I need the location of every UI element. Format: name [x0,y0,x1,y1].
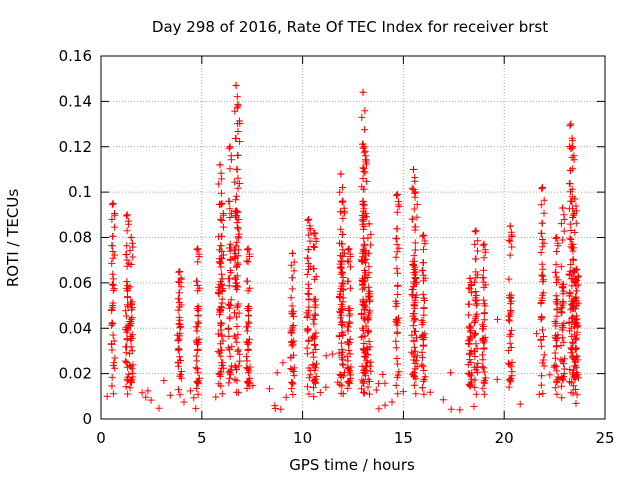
roti-peak-point [232,81,240,89]
x-tick-label: 5 [197,429,207,447]
roti-peak-point [127,234,135,241]
x-tick-label: 20 [495,429,514,447]
x-axis-label: GPS time / hours [289,456,415,474]
roti-peak-point [466,274,474,282]
roti-peak-point [194,245,202,253]
roti-peak-point [539,184,547,192]
roti-peak-point [361,147,369,155]
x-tick-label: 25 [595,429,614,447]
roti-peak-point [176,268,184,276]
axis-ticks: 0 0.02 0.04 0.06 0.08 0.1 0.12 0.14 0.16 0 5 10 15 20… [59,47,615,447]
roti-peak-point [365,220,373,228]
roti-peak-point [559,204,567,212]
x-tick-label: 0 [96,429,106,447]
roti-peak-point [359,88,367,96]
roti-peak-point [289,249,297,257]
roti-peak-point [506,222,514,230]
roti-peak-point [420,231,428,239]
y-tick-label: 0.16 [59,47,92,65]
roti-peak-point [472,227,480,235]
roti-point-cloud [103,93,582,414]
roti-peak-point [337,170,345,178]
roti-peak-point [569,143,577,151]
data-points [103,81,582,414]
roti-peak-point [409,165,417,173]
roti-peak-point [571,195,579,203]
x-tick-label: 10 [293,429,312,447]
y-axis-label: ROTI / TECUs [4,189,22,287]
y-tick-label: 0.08 [59,229,92,247]
roti-peak-point [123,211,131,219]
roti-peak-point [244,245,252,253]
roti-peak-point [305,215,313,223]
y-tick-label: 0 [82,410,92,428]
chart-title: Day 298 of 2016, Rate Of TEC Index for r… [152,18,548,36]
grid-lines [101,56,605,419]
y-tick-label: 0.1 [68,183,92,201]
roti-peak-point [393,190,401,198]
roti-peak-point [345,245,353,253]
roti-peak-point [226,143,234,151]
roti-peak-point [360,143,368,151]
x-tick-label: 15 [394,429,413,447]
roti-peak-point [411,188,419,196]
roti-peak-point [311,229,319,237]
y-tick-label: 0.14 [59,92,92,110]
roti-peak-point [339,197,347,205]
roti-peak-point [553,234,561,241]
roti-peak-point [567,120,575,128]
roti-peak-point [218,199,226,207]
y-tick-label: 0.12 [59,138,92,156]
y-tick-label: 0.06 [59,274,92,292]
y-tick-label: 0.04 [59,319,92,337]
roti-peak-point [573,265,581,273]
roti-peak-point [480,240,488,248]
y-tick-label: 0.02 [59,365,92,383]
roti-peak-point [216,161,224,169]
roti-peak-point [234,102,242,110]
roti-peak-point [109,199,117,207]
